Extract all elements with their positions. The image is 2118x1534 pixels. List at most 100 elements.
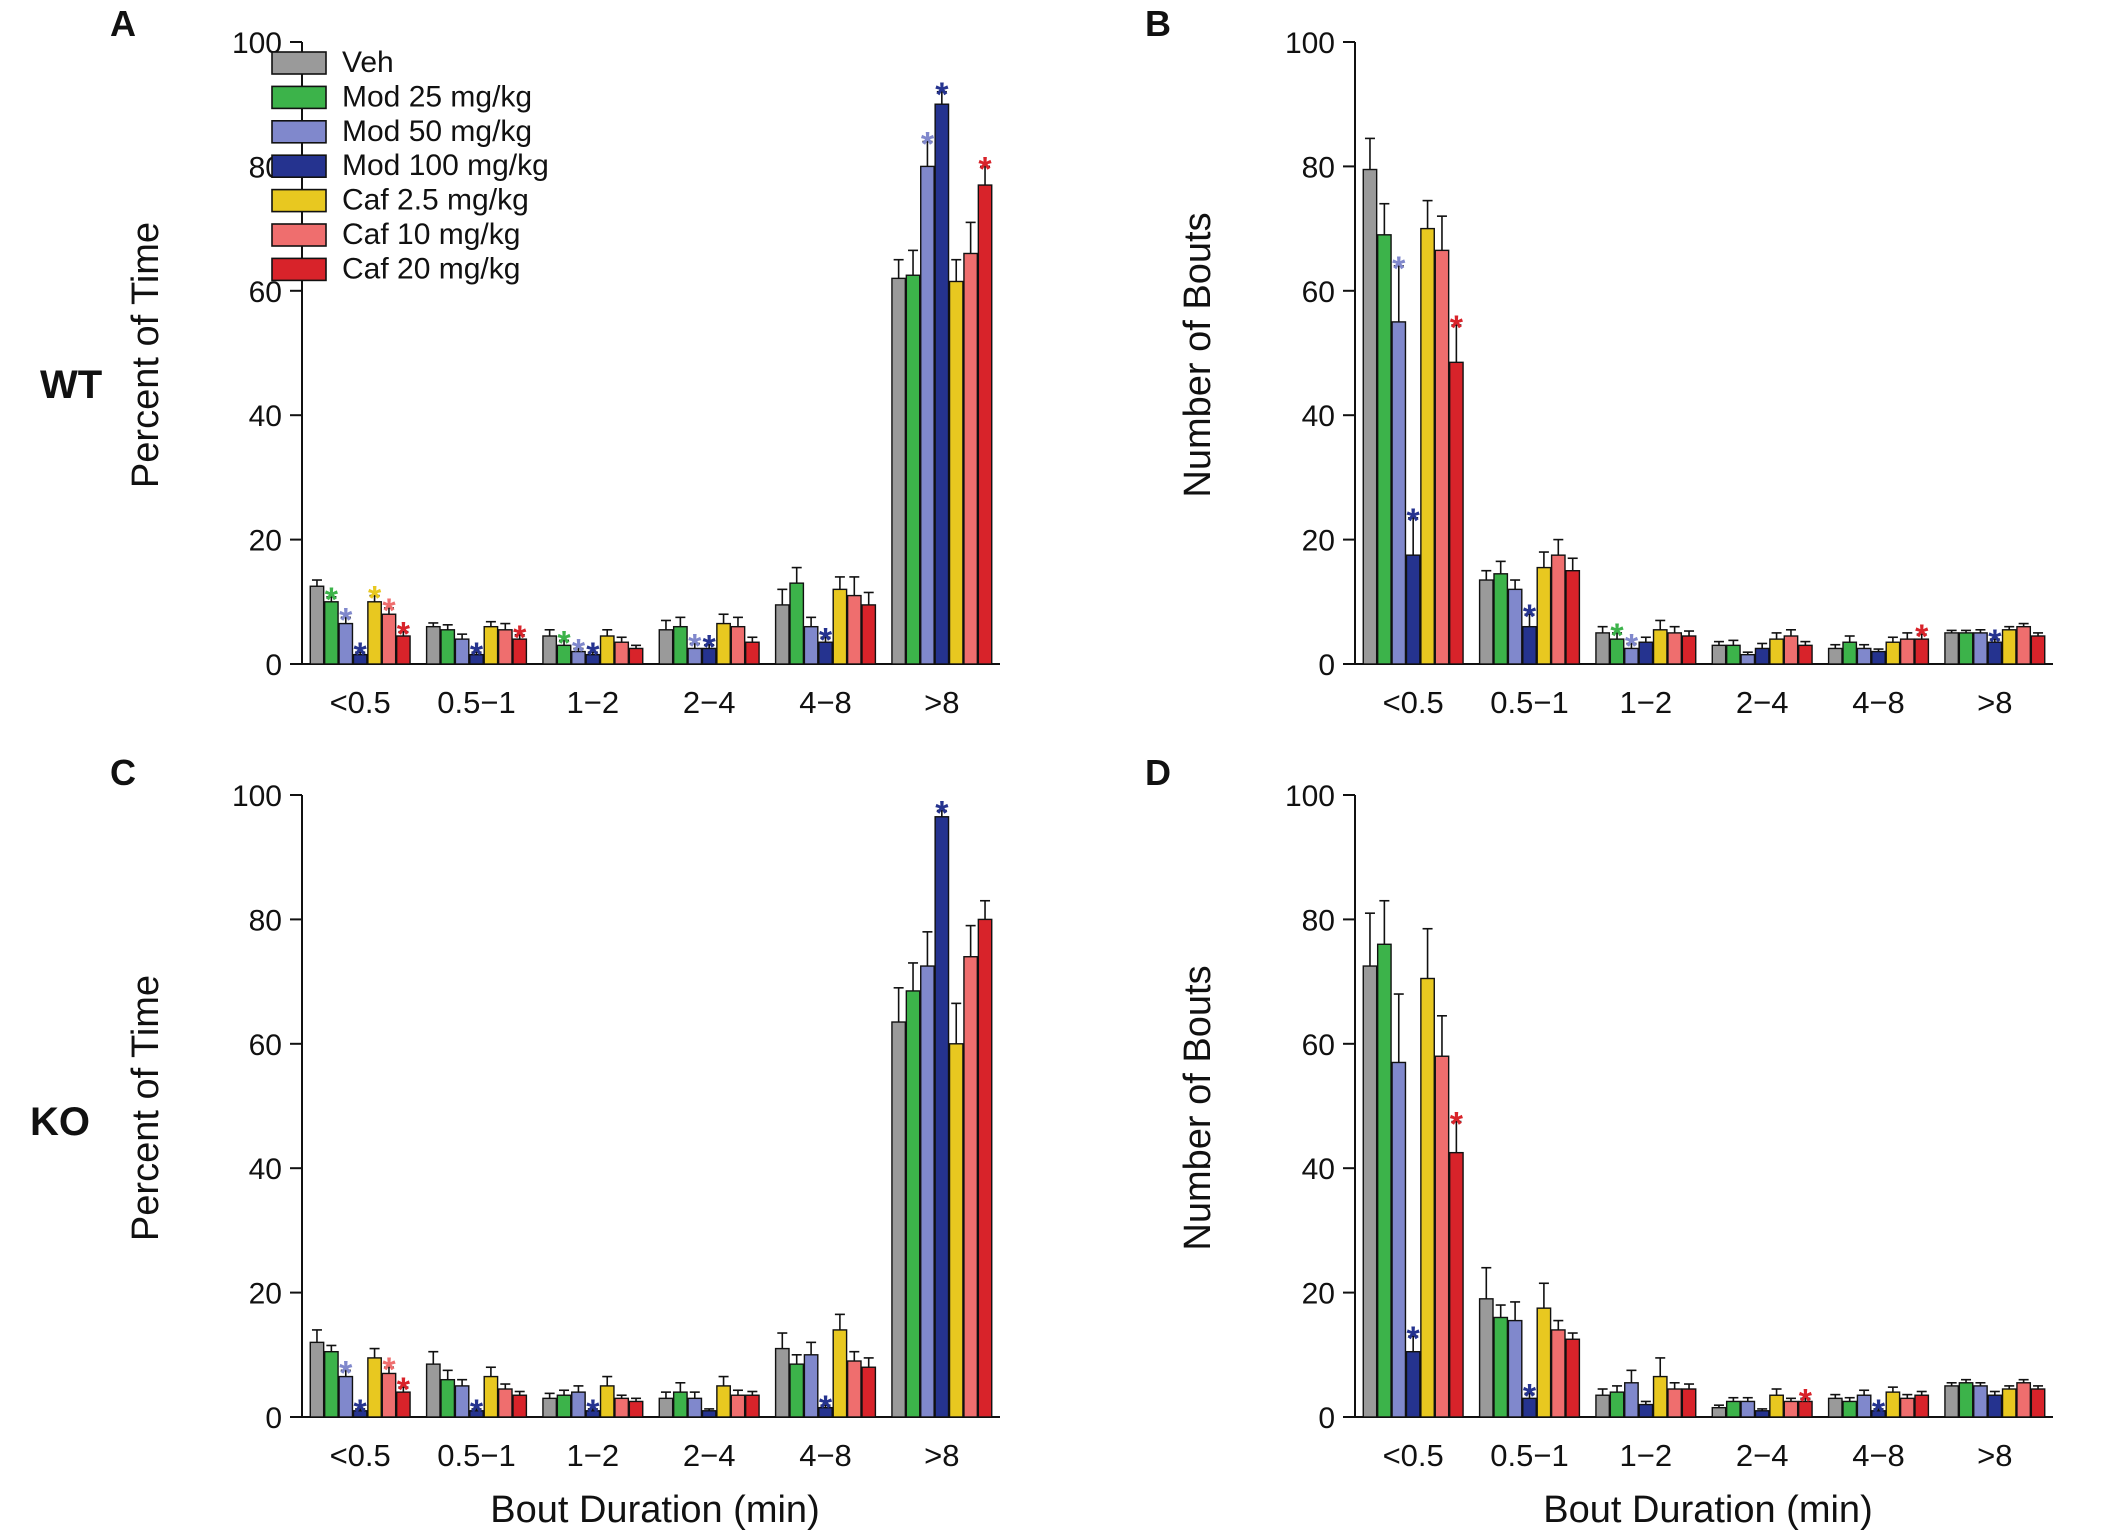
bar bbox=[1885, 641, 1901, 665]
bar bbox=[614, 1397, 630, 1418]
bar bbox=[1885, 1391, 1901, 1418]
significance-star: * bbox=[382, 1351, 396, 1389]
bar bbox=[1507, 588, 1523, 665]
significance-star: * bbox=[368, 580, 382, 618]
y-tick-label: 100 bbox=[1285, 27, 1335, 60]
bar bbox=[803, 625, 819, 665]
bar bbox=[920, 965, 935, 1418]
bar bbox=[891, 1021, 907, 1418]
bar bbox=[454, 1385, 470, 1418]
bar bbox=[1420, 227, 1435, 665]
legend-swatch bbox=[271, 85, 327, 110]
x-category-label: 2−4 bbox=[1736, 685, 1789, 720]
bar bbox=[774, 604, 790, 665]
y-tick-label: 60 bbox=[1302, 276, 1335, 309]
bar bbox=[1711, 1406, 1727, 1418]
bar bbox=[672, 625, 688, 665]
y-tick-label: 100 bbox=[232, 780, 282, 813]
bar bbox=[497, 1388, 513, 1418]
bar bbox=[2016, 1382, 2032, 1418]
bar bbox=[1842, 641, 1858, 665]
bar bbox=[1827, 647, 1843, 665]
bar bbox=[1769, 1394, 1784, 1418]
bar bbox=[1754, 1410, 1770, 1418]
panel-c-y-axis-label: Percent of Time bbox=[125, 975, 167, 1241]
bar bbox=[1856, 1394, 1872, 1418]
significance-star: * bbox=[339, 1354, 353, 1392]
bar bbox=[614, 641, 630, 665]
bar bbox=[512, 1394, 528, 1418]
bar bbox=[1740, 653, 1756, 665]
bar bbox=[1376, 943, 1392, 1418]
bar bbox=[1725, 644, 1741, 665]
bar bbox=[934, 816, 950, 1418]
bar bbox=[934, 103, 950, 665]
bar bbox=[1595, 1394, 1611, 1418]
x-category-label: 4−8 bbox=[799, 1438, 852, 1473]
bar bbox=[2001, 629, 2017, 665]
y-tick-label: 100 bbox=[1285, 780, 1335, 813]
x-category-label: <0.5 bbox=[330, 1438, 391, 1473]
y-tick-label: 40 bbox=[1302, 400, 1335, 433]
legend-swatch bbox=[271, 120, 327, 144]
x-category-label: 2−4 bbox=[1736, 1438, 1789, 1473]
bar bbox=[1652, 1375, 1668, 1418]
bar bbox=[1405, 1350, 1421, 1418]
legend-swatch bbox=[271, 154, 327, 178]
legend-label: Caf 2.5 mg/kg bbox=[342, 184, 529, 217]
bar bbox=[571, 1391, 586, 1418]
x-category-label: 1−2 bbox=[1620, 685, 1673, 720]
bar bbox=[1434, 1055, 1450, 1418]
bar bbox=[2016, 625, 2032, 665]
x-category-label: 1−2 bbox=[567, 685, 620, 720]
significance-star: * bbox=[339, 601, 353, 639]
x-category-label: >8 bbox=[924, 685, 959, 720]
legend-swatch bbox=[271, 51, 327, 75]
bar bbox=[1899, 1397, 1915, 1418]
bar bbox=[846, 1360, 862, 1418]
y-tick-label: 20 bbox=[1302, 1278, 1335, 1311]
panel-b-y-axis-label: Number of Bouts bbox=[1177, 212, 1219, 497]
significance-star: * bbox=[325, 581, 339, 619]
bar bbox=[425, 1363, 441, 1418]
x-category-label: 0.5−1 bbox=[437, 1438, 515, 1473]
y-tick-label: 0 bbox=[1318, 1402, 1335, 1435]
bar bbox=[1550, 1329, 1566, 1418]
bar bbox=[789, 1363, 805, 1418]
bar bbox=[658, 1397, 674, 1418]
bar bbox=[483, 1375, 499, 1418]
bar bbox=[1638, 1403, 1654, 1418]
bar bbox=[701, 1410, 717, 1418]
panel-d-plot: 0 20 40 60 80 100 <0.5 0.5−1 1−2 2−4 4−8 >8 * * * * * bbox=[1285, 780, 2053, 1473]
bar bbox=[672, 1391, 688, 1418]
significance-star: * bbox=[513, 619, 527, 657]
y-tick-label: 40 bbox=[249, 400, 282, 433]
panel-d-y-axis-label: Number of Bouts bbox=[1177, 965, 1219, 1250]
bar bbox=[1550, 554, 1566, 665]
bar bbox=[861, 1366, 877, 1418]
y-tick-label: 80 bbox=[1302, 151, 1335, 184]
bar bbox=[1856, 647, 1872, 665]
bar bbox=[1914, 1394, 1930, 1418]
bar bbox=[832, 588, 848, 665]
x-category-label: <0.5 bbox=[1383, 1438, 1444, 1473]
bar bbox=[744, 1394, 760, 1418]
legend-label: Caf 20 mg/kg bbox=[342, 252, 520, 285]
bar bbox=[1376, 234, 1392, 665]
panel-c: C Percent of Time 0 20 40 60 80 100 <0.5 0.5−1 1… bbox=[110, 752, 1000, 1473]
significance-star: * bbox=[1450, 1106, 1464, 1144]
bar bbox=[920, 165, 935, 665]
panel-c-label: C bbox=[110, 752, 136, 793]
bar bbox=[687, 1397, 703, 1418]
bar bbox=[599, 1385, 615, 1418]
bar bbox=[1740, 1400, 1756, 1418]
bar bbox=[1783, 635, 1799, 665]
bar bbox=[1362, 965, 1378, 1418]
bar bbox=[1652, 629, 1668, 665]
bar bbox=[1362, 168, 1378, 665]
bar bbox=[628, 1400, 644, 1418]
bar bbox=[774, 1347, 790, 1418]
bar bbox=[1973, 632, 1988, 665]
